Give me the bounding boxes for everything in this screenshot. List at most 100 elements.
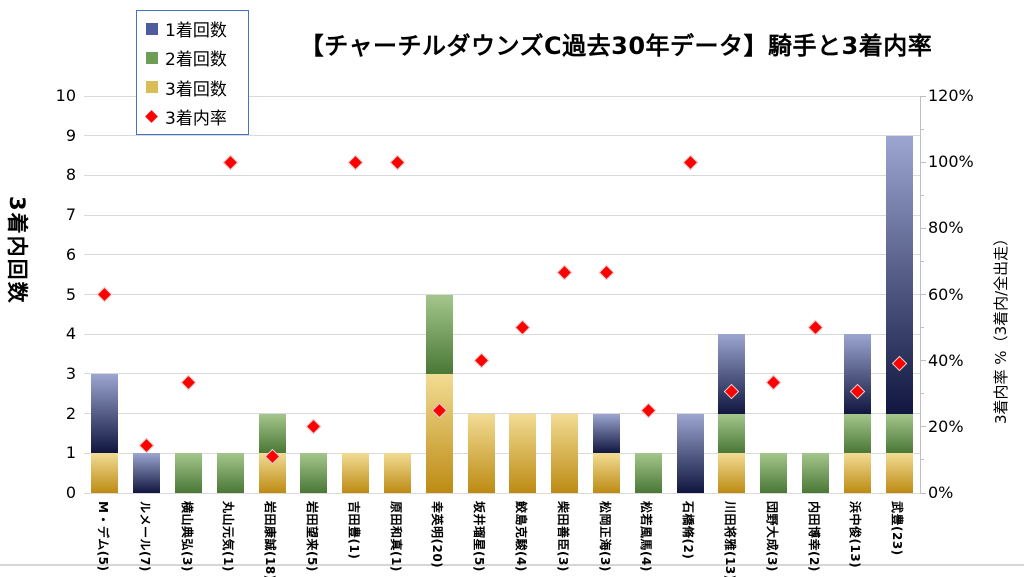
x-axis-label: 幸英明(20)	[430, 501, 445, 569]
bar-seg-win-19	[885, 135, 913, 414]
bar-seg-third-18	[843, 453, 871, 493]
gridline	[84, 452, 920, 454]
x-axis-label: 川田将雅(13)	[722, 501, 737, 577]
bar-seg-third-9	[467, 413, 495, 493]
gridline	[84, 294, 920, 295]
legend-label-0: 1着回数	[165, 21, 227, 42]
x-axis-label: 吉田豊(1)	[346, 501, 361, 560]
right-axis-tickmark	[921, 393, 924, 395]
rate-marker-5	[306, 419, 322, 435]
right-axis-tick: 0%	[928, 483, 954, 502]
rate-marker-1	[138, 437, 155, 454]
right-axis-tick: 120%	[928, 86, 974, 105]
rate-marker-3	[222, 154, 239, 170]
x-axis-label: 柴田善臣(3)	[555, 501, 570, 572]
left-axis-tick: 0	[65, 483, 76, 502]
legend-diamond-icon	[145, 110, 158, 123]
right-axis-tickmark	[921, 459, 924, 461]
left-axis-tick: 10	[55, 86, 76, 105]
rate-marker-13	[640, 402, 657, 419]
rate-marker-7	[389, 154, 406, 170]
bar-seg-third-7	[384, 453, 411, 493]
bar-seg-second-16	[760, 453, 788, 493]
right-axis-tickmark	[921, 327, 924, 329]
right-axis-tick: 80%	[928, 218, 964, 238]
bar-seg-second-13	[634, 453, 662, 493]
left-axis-tick: 3	[65, 363, 76, 383]
bar-seg-second-18	[843, 413, 871, 454]
x-axis-label: ルメール(7)	[137, 501, 152, 572]
right-axis-title: 3着内率 %（3着内/全出走）	[992, 230, 1010, 424]
bar-seg-third-11	[551, 413, 579, 493]
x-axis-label: 武豊(23)	[890, 501, 905, 556]
gridline	[84, 413, 920, 415]
right-axis-tickmark	[921, 95, 926, 97]
x-axis-label: 石橋脩(2)	[681, 501, 696, 560]
rate-marker-11	[556, 264, 573, 281]
left-axis-tick: 8	[65, 165, 76, 185]
right-axis-tick: 100%	[928, 152, 974, 172]
rate-marker-14	[682, 154, 698, 170]
legend-label-2: 3着回数	[165, 79, 227, 100]
chart-bottom-border	[0, 564, 1024, 566]
bar-seg-third-19	[885, 453, 913, 493]
x-axis-label: 松岡正海(3)	[597, 501, 612, 572]
right-axis-tick: 40%	[928, 350, 964, 370]
bar-seg-win-12	[593, 413, 620, 454]
left-axis-tick: 9	[65, 125, 76, 145]
legend-item-1: 2着回数	[146, 45, 248, 71]
legend-square-icon	[146, 22, 158, 35]
x-axis-label: 鮫島克駿(4)	[513, 501, 528, 572]
bar-seg-third-10	[509, 413, 537, 493]
bar-seg-second-2	[175, 453, 202, 493]
left-axis-tick: 4	[65, 324, 76, 344]
bar-seg-second-15	[718, 413, 746, 454]
right-axis-tickmark	[921, 128, 924, 130]
right-axis-tickmark	[921, 161, 926, 163]
bar-seg-second-3	[216, 453, 244, 493]
left-axis-tick: 2	[65, 403, 76, 423]
x-axis-label: 岩田康誠(18)	[263, 501, 278, 577]
right-axis-tickmark	[921, 426, 926, 428]
chart-title: 【チャーチルダウンズC過去30年データ】騎手と3着内率	[299, 32, 933, 60]
x-axis-label: 団野大成(3)	[764, 501, 779, 572]
legend-item-0: 1着回数	[146, 16, 248, 42]
left-axis-tick: 6	[65, 244, 76, 264]
right-axis-tickmark	[921, 360, 926, 362]
x-axis-label: M・デム(5)	[95, 501, 110, 572]
left-axis-tick: 5	[65, 284, 76, 304]
x-axis-label: 浜中俊(13)	[848, 501, 863, 569]
bar-seg-second-17	[802, 453, 829, 493]
rate-marker-6	[347, 154, 364, 170]
right-axis-tick: 20%	[928, 416, 964, 436]
legend-label-3: 3着内率	[165, 108, 227, 129]
x-axis-label: 丸山元気(1)	[221, 501, 236, 572]
right-axis-tickmark	[921, 492, 926, 494]
bar-seg-second-19	[885, 413, 913, 454]
legend-item-3: 3着内率	[145, 103, 248, 129]
bar-seg-third-8	[425, 373, 453, 493]
rate-marker-0	[97, 286, 113, 303]
gridline	[84, 174, 920, 176]
x-axis-label: 横山典弘(3)	[179, 501, 194, 572]
x-axis-label: 内田博幸(2)	[806, 501, 821, 572]
bar-seg-third-6	[342, 453, 370, 493]
left-axis-title: 3着内回数	[5, 196, 29, 305]
bar-seg-win-1	[133, 453, 161, 493]
legend-item-2: 3着回数	[146, 74, 248, 100]
bar-seg-second-8	[425, 294, 453, 374]
bar-seg-win-15	[718, 334, 746, 414]
rate-marker-2	[180, 375, 197, 391]
gridline	[84, 373, 920, 375]
right-axis-line	[920, 96, 921, 494]
rate-marker-12	[598, 264, 615, 281]
x-axis-label: 坂井瑠星(5)	[472, 501, 487, 572]
left-axis-tick: 1	[65, 443, 76, 463]
gridline	[84, 135, 920, 137]
bar-seg-third-12	[593, 453, 620, 493]
rate-marker-16	[765, 375, 782, 391]
x-axis-label: 原田和真(1)	[388, 501, 403, 572]
legend-square-icon	[146, 51, 158, 64]
bar-seg-third-15	[718, 453, 746, 493]
